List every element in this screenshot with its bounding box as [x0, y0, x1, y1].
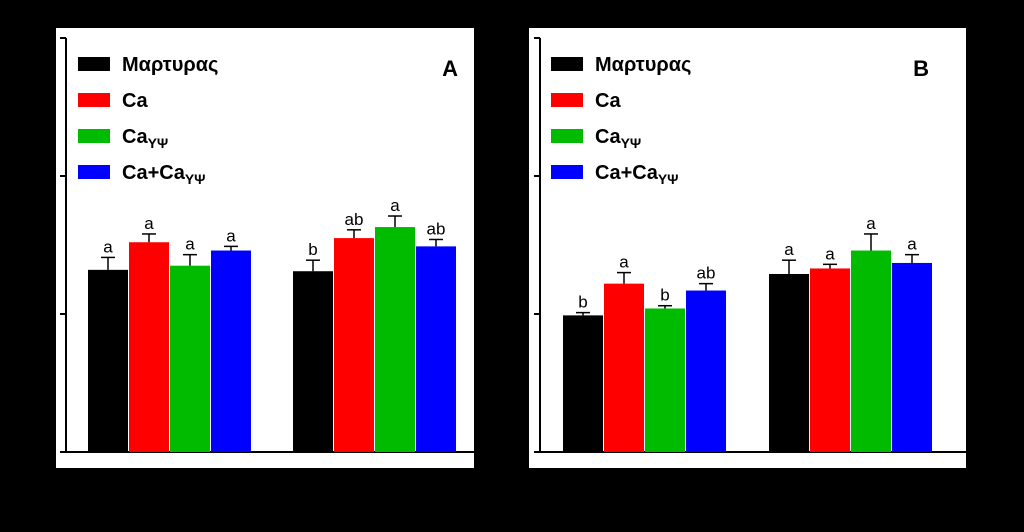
legend-swatch [78, 57, 110, 71]
significance-label: ab [427, 219, 446, 238]
significance-label: a [866, 214, 876, 233]
bar [851, 250, 891, 452]
legend-entry: Μαρτυρας [595, 54, 691, 76]
legend-swatch [551, 57, 583, 71]
significance-label: a [619, 253, 629, 272]
significance-label: a [144, 214, 154, 233]
legend-swatch [551, 93, 583, 107]
legend-subscript: ΥΨ [185, 171, 206, 187]
significance-label: b [660, 286, 669, 305]
bar [334, 238, 374, 452]
panel-label: A [442, 56, 458, 81]
bar [686, 290, 726, 452]
bar [810, 268, 850, 452]
bar [563, 315, 603, 452]
significance-label: b [578, 293, 587, 312]
chart-panel-a: a b a ab a a a ab Μαρτυρας Ca CaΥΨ Ca+CaΥΨ A [56, 28, 474, 468]
legend-entry: Ca [122, 90, 148, 112]
significance-label: a [907, 235, 917, 254]
significance-label: a [390, 196, 400, 215]
chart-panel-b: b a a a b a ab a Μαρτυρας Ca CaΥΨ Ca+CaΥΨ B [529, 28, 966, 468]
bar [604, 283, 644, 452]
legend-subscript: ΥΨ [148, 135, 169, 151]
significance-label: b [308, 240, 317, 259]
bar [129, 242, 169, 452]
legend-subscript: ΥΨ [658, 171, 679, 187]
bar [416, 246, 456, 452]
significance-label: a [185, 235, 195, 254]
legend-entry: Μαρτυρας [122, 54, 218, 76]
legend-swatch [78, 129, 110, 143]
significance-label: a [226, 226, 236, 245]
significance-label: a [825, 244, 835, 263]
legend-entry: Ca [595, 90, 621, 112]
bar [293, 271, 333, 452]
bar [769, 273, 809, 452]
significance-label: a [784, 240, 794, 259]
legend-swatch [551, 129, 583, 143]
legend-entry: Ca+CaΥΨ [122, 162, 205, 187]
bar [170, 265, 210, 452]
bar [88, 269, 128, 452]
legend-entry: CaΥΨ [595, 126, 641, 151]
panel-label: B [913, 56, 929, 81]
legend-swatch [78, 165, 110, 179]
bar [211, 250, 251, 452]
legend-swatch [78, 93, 110, 107]
legend-entry: CaΥΨ [122, 126, 168, 151]
bar [892, 262, 932, 452]
legend-subscript: ΥΨ [621, 135, 642, 151]
significance-label: a [103, 237, 113, 256]
legend-swatch [551, 165, 583, 179]
bar [645, 308, 685, 452]
significance-label: ab [697, 264, 716, 283]
legend-entry: Ca+CaΥΨ [595, 162, 678, 187]
bar [375, 227, 415, 452]
significance-label: ab [345, 210, 364, 229]
